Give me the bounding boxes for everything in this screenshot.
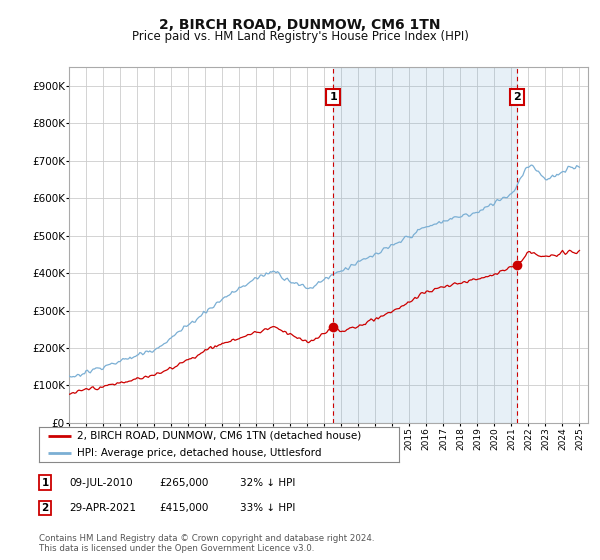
- Bar: [333, 67, 517, 423]
- Text: 2, BIRCH ROAD, DUNMOW, CM6 1TN (detached house): 2, BIRCH ROAD, DUNMOW, CM6 1TN (detached…: [77, 431, 361, 441]
- Text: 09-JUL-2010: 09-JUL-2010: [69, 478, 133, 488]
- Text: £415,000: £415,000: [159, 503, 208, 513]
- Text: Contains HM Land Registry data © Crown copyright and database right 2024.
This d: Contains HM Land Registry data © Crown c…: [39, 534, 374, 553]
- Text: 29-APR-2021: 29-APR-2021: [69, 503, 136, 513]
- Text: Price paid vs. HM Land Registry's House Price Index (HPI): Price paid vs. HM Land Registry's House …: [131, 30, 469, 43]
- Text: HPI: Average price, detached house, Uttlesford: HPI: Average price, detached house, Uttl…: [77, 449, 322, 458]
- Text: 32% ↓ HPI: 32% ↓ HPI: [240, 478, 295, 488]
- Text: 33% ↓ HPI: 33% ↓ HPI: [240, 503, 295, 513]
- Text: 1: 1: [41, 478, 49, 488]
- Text: 2: 2: [41, 503, 49, 513]
- Text: 2: 2: [513, 92, 521, 102]
- Text: 1: 1: [329, 92, 337, 102]
- Text: £265,000: £265,000: [159, 478, 208, 488]
- Text: 2, BIRCH ROAD, DUNMOW, CM6 1TN: 2, BIRCH ROAD, DUNMOW, CM6 1TN: [159, 18, 441, 32]
